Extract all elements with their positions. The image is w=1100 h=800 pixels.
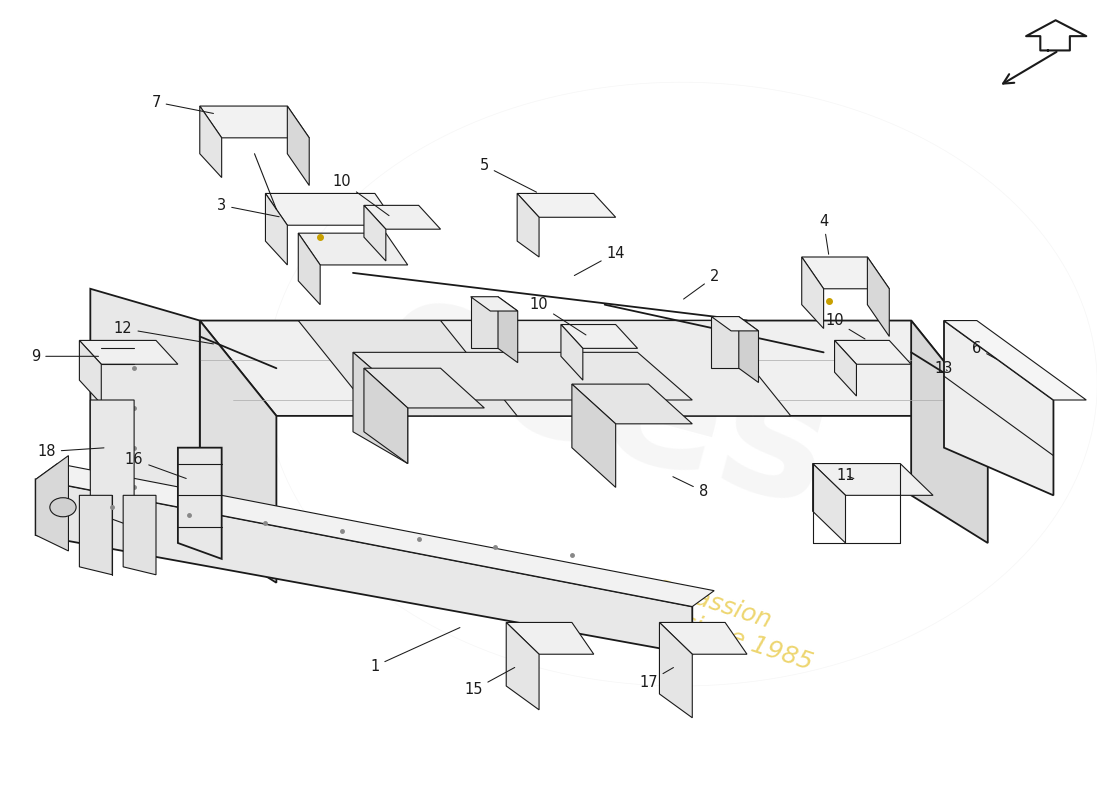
Polygon shape bbox=[712, 317, 759, 331]
Polygon shape bbox=[712, 317, 739, 368]
Text: 7: 7 bbox=[152, 94, 213, 114]
Polygon shape bbox=[123, 495, 156, 574]
Polygon shape bbox=[911, 321, 988, 543]
Polygon shape bbox=[572, 384, 692, 424]
Polygon shape bbox=[813, 463, 933, 495]
Text: 10: 10 bbox=[332, 174, 389, 216]
Text: 9: 9 bbox=[31, 349, 99, 364]
Polygon shape bbox=[506, 622, 539, 710]
Polygon shape bbox=[200, 106, 222, 178]
Text: 10: 10 bbox=[825, 313, 865, 339]
Polygon shape bbox=[298, 321, 681, 416]
Polygon shape bbox=[79, 341, 101, 404]
Text: 17: 17 bbox=[639, 667, 673, 690]
Polygon shape bbox=[517, 194, 616, 218]
Polygon shape bbox=[944, 321, 1054, 495]
Text: 5: 5 bbox=[480, 158, 537, 192]
Polygon shape bbox=[498, 297, 518, 362]
Polygon shape bbox=[90, 400, 134, 527]
Polygon shape bbox=[364, 206, 386, 261]
Text: 4: 4 bbox=[820, 214, 828, 254]
Polygon shape bbox=[471, 297, 498, 348]
Polygon shape bbox=[802, 257, 824, 329]
Text: 3: 3 bbox=[217, 198, 279, 217]
Polygon shape bbox=[441, 321, 791, 416]
Polygon shape bbox=[471, 297, 518, 311]
Polygon shape bbox=[813, 463, 846, 543]
Polygon shape bbox=[200, 106, 309, 138]
Polygon shape bbox=[659, 622, 692, 718]
Text: 16: 16 bbox=[125, 452, 186, 478]
Text: 6: 6 bbox=[972, 341, 997, 359]
Polygon shape bbox=[868, 257, 889, 337]
Text: a passion: a passion bbox=[654, 573, 774, 632]
Polygon shape bbox=[35, 479, 692, 654]
Polygon shape bbox=[79, 495, 112, 574]
Polygon shape bbox=[298, 233, 408, 265]
Text: since 1985: since 1985 bbox=[679, 610, 815, 675]
Polygon shape bbox=[835, 341, 911, 364]
Polygon shape bbox=[298, 233, 320, 305]
Polygon shape bbox=[659, 622, 747, 654]
Polygon shape bbox=[561, 325, 638, 348]
Polygon shape bbox=[364, 206, 441, 229]
Text: 18: 18 bbox=[37, 444, 104, 459]
Polygon shape bbox=[200, 321, 988, 416]
Polygon shape bbox=[364, 368, 484, 408]
Polygon shape bbox=[739, 317, 759, 382]
Text: 1: 1 bbox=[371, 627, 460, 674]
Text: 11: 11 bbox=[836, 468, 855, 483]
Polygon shape bbox=[353, 352, 692, 400]
Text: 8: 8 bbox=[673, 477, 707, 499]
Text: eces: eces bbox=[360, 255, 849, 545]
Polygon shape bbox=[178, 448, 222, 559]
Text: 15: 15 bbox=[464, 667, 515, 698]
Text: 12: 12 bbox=[114, 321, 213, 344]
Text: 14: 14 bbox=[574, 246, 625, 275]
Polygon shape bbox=[287, 106, 309, 186]
Polygon shape bbox=[353, 352, 408, 463]
Polygon shape bbox=[944, 321, 1087, 400]
Polygon shape bbox=[517, 194, 539, 257]
Polygon shape bbox=[506, 622, 594, 654]
Polygon shape bbox=[364, 368, 408, 463]
Text: 13: 13 bbox=[935, 361, 954, 376]
Polygon shape bbox=[835, 341, 857, 396]
Polygon shape bbox=[265, 194, 397, 226]
Text: 10: 10 bbox=[530, 297, 586, 335]
Polygon shape bbox=[802, 257, 889, 289]
Polygon shape bbox=[200, 321, 276, 582]
Polygon shape bbox=[561, 325, 583, 380]
Polygon shape bbox=[265, 194, 287, 265]
Polygon shape bbox=[35, 456, 68, 551]
Circle shape bbox=[50, 498, 76, 517]
Polygon shape bbox=[79, 341, 178, 364]
Text: 2: 2 bbox=[683, 270, 719, 299]
Polygon shape bbox=[572, 384, 616, 487]
Polygon shape bbox=[35, 463, 714, 606]
Polygon shape bbox=[90, 289, 200, 535]
